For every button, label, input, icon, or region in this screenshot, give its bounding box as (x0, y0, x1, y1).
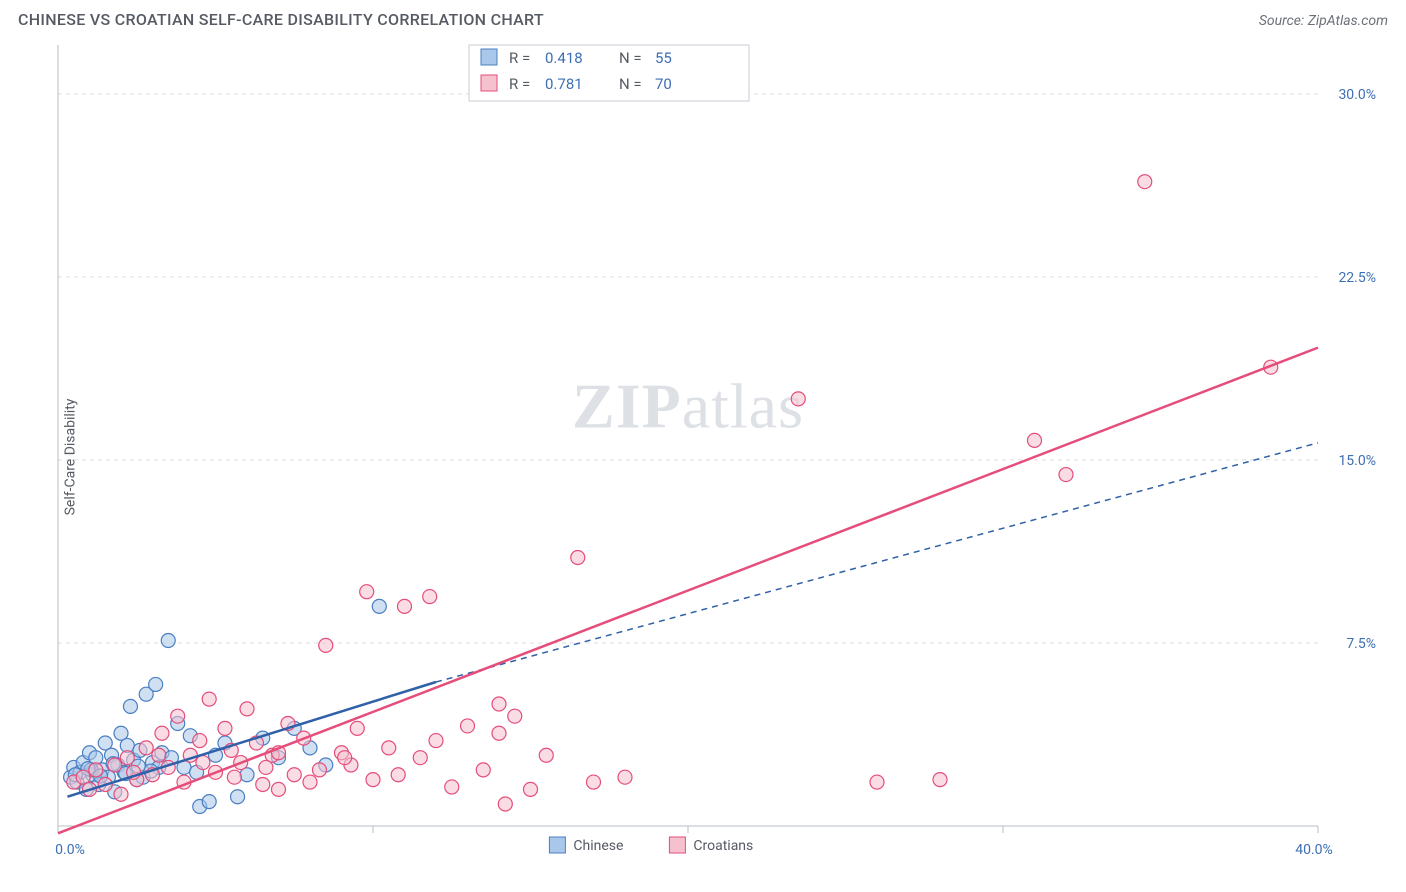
data-point (360, 585, 374, 599)
data-point (303, 775, 317, 789)
watermark: ZIPatlas (572, 371, 804, 442)
data-point (870, 775, 884, 789)
data-point (791, 392, 805, 406)
data-point (218, 721, 232, 735)
data-point (476, 763, 490, 777)
y-tick-label: 30.0% (1338, 87, 1376, 103)
data-point (423, 590, 437, 604)
legend-swatch (481, 49, 497, 65)
data-point (413, 751, 427, 765)
series-label: Chinese (573, 838, 623, 854)
data-point (202, 795, 216, 809)
source-value: ZipAtlas.com (1308, 13, 1388, 29)
data-point (492, 697, 506, 711)
data-point (508, 709, 522, 723)
data-point (259, 760, 273, 774)
data-point (524, 782, 538, 796)
data-point (171, 709, 185, 723)
data-point (429, 734, 443, 748)
legend-r-value: 0.418 (545, 49, 583, 67)
scatter-chart: 7.5% 15.0% 22.5% 30.0% ZIPatlas 0.0% 40.0% R = 0… (18, 40, 1388, 874)
data-point (382, 741, 396, 755)
data-point (338, 751, 352, 765)
trend-line-extrapolated (436, 443, 1318, 682)
data-point (155, 726, 169, 740)
data-point (1138, 175, 1152, 189)
data-point (587, 775, 601, 789)
data-point (391, 768, 405, 782)
series-label: Croatians (693, 838, 753, 854)
data-point (539, 748, 553, 762)
data-point (123, 699, 137, 713)
data-point (202, 692, 216, 706)
y-tick-label: 22.5% (1338, 270, 1376, 286)
data-point (149, 677, 163, 691)
data-point (231, 790, 245, 804)
data-point (571, 551, 585, 565)
data-point (272, 782, 286, 796)
source-prefix: Source: (1259, 13, 1308, 29)
series-swatch (549, 837, 565, 853)
legend-r-value: 0.781 (545, 75, 583, 93)
y-axis-label: Self-Care Disability (62, 399, 78, 516)
legend-n-value: 55 (655, 49, 672, 67)
data-point (312, 763, 326, 777)
legend-swatch (481, 75, 497, 91)
data-point (196, 756, 210, 770)
data-point (240, 702, 254, 716)
x-end-label: 40.0% (1295, 842, 1333, 858)
y-tick-label: 7.5% (1346, 636, 1376, 652)
data-point (933, 773, 947, 787)
data-point (398, 599, 412, 613)
data-point (161, 634, 175, 648)
chart-source: Source: ZipAtlas.com (1259, 10, 1388, 29)
y-tick-label: 15.0% (1338, 453, 1376, 469)
data-point (618, 770, 632, 784)
data-point (120, 751, 134, 765)
data-point (108, 758, 122, 772)
series-swatch (669, 837, 685, 853)
data-point (139, 741, 153, 755)
data-point (114, 787, 128, 801)
data-point (498, 797, 512, 811)
data-point (227, 770, 241, 784)
legend-r-label: R = (509, 49, 530, 67)
data-point (256, 778, 270, 792)
data-point (287, 768, 301, 782)
data-point (89, 763, 103, 777)
legend-n-label: N = (619, 75, 642, 93)
data-point (1028, 433, 1042, 447)
legend-n-label: N = (619, 49, 642, 67)
legend-r-label: R = (509, 75, 530, 93)
data-point (319, 638, 333, 652)
data-point (193, 734, 207, 748)
data-point (372, 599, 386, 613)
data-point (350, 721, 364, 735)
data-point (492, 726, 506, 740)
data-point (152, 748, 166, 762)
data-point (1059, 468, 1073, 482)
x-start-label: 0.0% (55, 842, 85, 858)
data-point (461, 719, 475, 733)
data-point (445, 780, 459, 794)
data-point (366, 773, 380, 787)
chart-title: CHINESE VS CROATIAN SELF-CARE DISABILITY… (18, 10, 544, 29)
legend-n-value: 70 (655, 75, 672, 93)
